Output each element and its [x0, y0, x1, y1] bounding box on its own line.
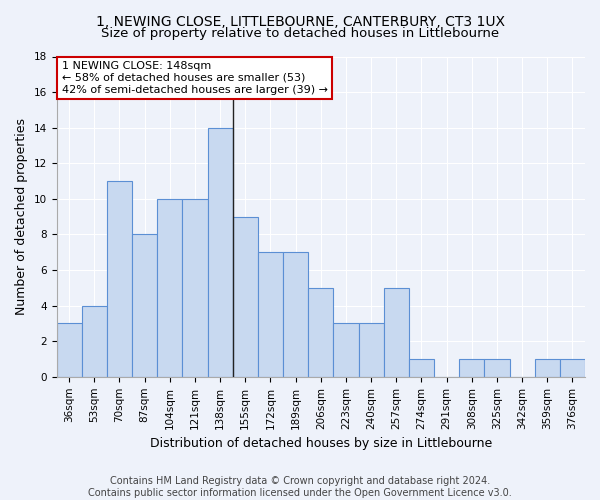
Text: Contains HM Land Registry data © Crown copyright and database right 2024.
Contai: Contains HM Land Registry data © Crown c…: [88, 476, 512, 498]
X-axis label: Distribution of detached houses by size in Littlebourne: Distribution of detached houses by size …: [149, 437, 492, 450]
Text: Size of property relative to detached houses in Littlebourne: Size of property relative to detached ho…: [101, 28, 499, 40]
Bar: [82, 306, 107, 377]
Bar: [383, 288, 409, 377]
Bar: [459, 359, 484, 377]
Bar: [484, 359, 509, 377]
Bar: [308, 288, 334, 377]
Bar: [283, 252, 308, 377]
Bar: [359, 324, 383, 377]
Bar: [208, 128, 233, 377]
Bar: [56, 324, 82, 377]
Bar: [132, 234, 157, 377]
Bar: [233, 216, 258, 377]
Bar: [107, 181, 132, 377]
Bar: [334, 324, 359, 377]
Text: 1 NEWING CLOSE: 148sqm
← 58% of detached houses are smaller (53)
42% of semi-det: 1 NEWING CLOSE: 148sqm ← 58% of detached…: [62, 62, 328, 94]
Bar: [157, 199, 182, 377]
Bar: [409, 359, 434, 377]
Bar: [258, 252, 283, 377]
Text: 1, NEWING CLOSE, LITTLEBOURNE, CANTERBURY, CT3 1UX: 1, NEWING CLOSE, LITTLEBOURNE, CANTERBUR…: [95, 15, 505, 29]
Bar: [560, 359, 585, 377]
Bar: [182, 199, 208, 377]
Bar: [535, 359, 560, 377]
Y-axis label: Number of detached properties: Number of detached properties: [15, 118, 28, 315]
